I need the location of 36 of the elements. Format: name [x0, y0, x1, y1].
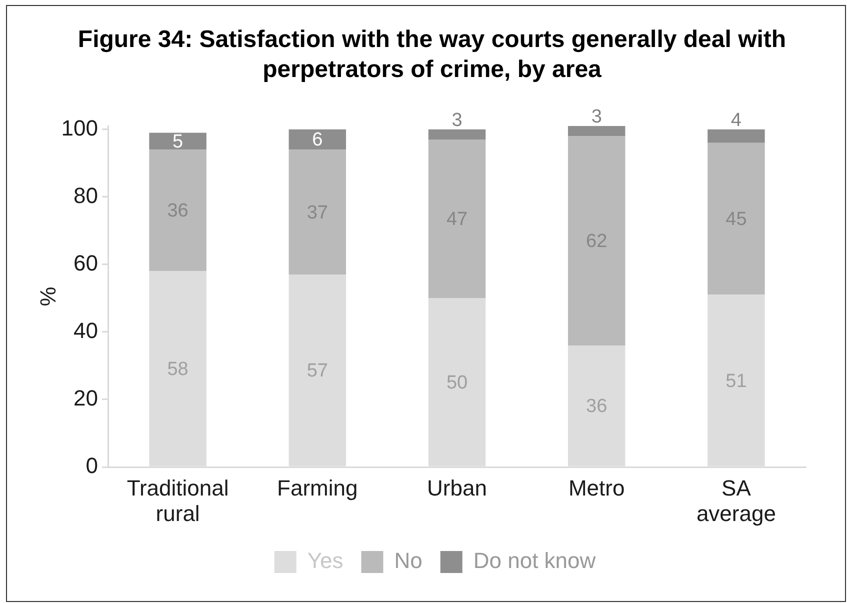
x-tick-label: SA average: [696, 476, 776, 526]
y-tick-label: 60: [74, 250, 98, 276]
bar: [568, 126, 626, 136]
bar: [568, 136, 626, 346]
data-label: 5: [172, 131, 184, 152]
data-label: 51: [726, 370, 747, 392]
data-label: 3: [452, 110, 462, 132]
data-label: 50: [446, 372, 468, 394]
bar: [428, 140, 486, 298]
data-label: 36: [586, 396, 608, 418]
x-tick-label: Farming: [277, 476, 358, 501]
y-tick-label: 80: [74, 182, 98, 208]
legend-label: Yes: [307, 548, 344, 574]
chart-title: Figure 34: Satisfaction with the way courts generally deal with perpetrators of crime, by area: [76, 25, 788, 85]
legend-label: No: [394, 548, 422, 574]
y-axis-title: %: [35, 286, 60, 306]
data-label: 3: [591, 106, 602, 128]
data-label: 4: [730, 110, 742, 132]
data-label: 58: [167, 358, 188, 380]
bar: [288, 129, 346, 150]
bar: [708, 142, 765, 295]
bar: [149, 132, 206, 150]
x-tick-label: Traditional rural: [126, 476, 229, 526]
data-label: 57: [306, 360, 328, 382]
bar: [149, 150, 206, 272]
y-tick-label: 0: [86, 453, 98, 478]
x-tick-label: Metro: [568, 476, 625, 501]
bar: [288, 150, 346, 275]
x-tick-label: Urban: [427, 476, 487, 501]
y-tick-label: 100: [61, 115, 98, 140]
y-tick-label: 40: [74, 318, 98, 344]
legend-label: Do not know: [473, 548, 596, 574]
bar: [428, 129, 486, 140]
bar: [708, 129, 765, 143]
y-tick-label: 20: [74, 386, 98, 411]
data-label: 6: [312, 130, 323, 151]
